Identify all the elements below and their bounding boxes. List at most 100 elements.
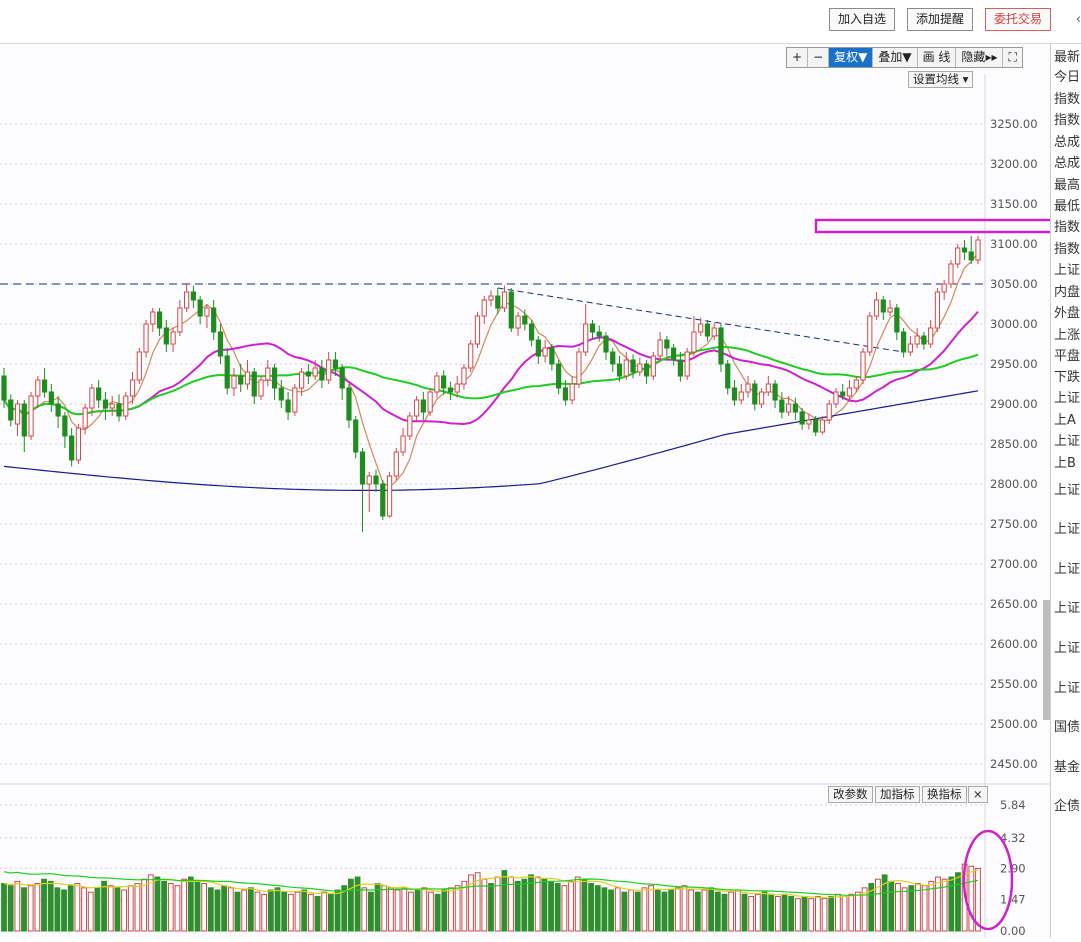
price-tick-label: 2450.00	[990, 757, 1038, 771]
candle-body	[745, 383, 751, 393]
quote-label-6: 最高	[1054, 178, 1081, 193]
volume-bar	[141, 878, 147, 932]
candle-body	[204, 307, 210, 317]
trade-button[interactable]: 委托交易	[985, 8, 1052, 31]
collapse-icon[interactable]: ‹	[1075, 12, 1081, 27]
candle-body	[934, 291, 941, 329]
add-alert-button[interactable]: 添加提醒	[907, 8, 974, 31]
volume-bar	[648, 885, 655, 932]
volume-bar	[848, 893, 855, 932]
volume-bar	[975, 867, 981, 932]
candle-body	[447, 387, 454, 393]
quote-label-17: 上A	[1054, 413, 1076, 428]
volume-bar	[87, 891, 94, 932]
adjust-dropdown[interactable]: 复权▼	[829, 48, 874, 67]
volume-bar	[241, 889, 248, 932]
switch-indicator-button[interactable]: 换指标	[922, 786, 967, 803]
volume-bar	[94, 887, 101, 932]
candle-body	[292, 387, 298, 413]
candle-body	[752, 383, 758, 405]
scrollbar[interactable]	[1043, 600, 1050, 720]
candle-body	[576, 351, 582, 385]
candle-body	[738, 391, 744, 401]
volume-bar	[461, 880, 468, 932]
candle-body	[819, 419, 826, 433]
candle-body	[62, 415, 68, 437]
candle-body	[562, 387, 569, 401]
volume-bar	[928, 880, 935, 932]
volume-bar	[614, 887, 621, 932]
candle-body	[156, 311, 163, 329]
candle-body	[522, 315, 528, 325]
candle-body	[765, 383, 771, 393]
candle-body	[907, 343, 913, 353]
candle-body	[468, 343, 474, 369]
volume-bar	[307, 893, 314, 932]
double-arrow-icon: ▸▸	[985, 50, 998, 64]
volume-bar	[921, 885, 928, 932]
volume-bar	[508, 876, 514, 932]
overlay-dropdown[interactable]: 叠加▼	[873, 48, 918, 67]
quote-label-14: 平盘	[1054, 349, 1081, 364]
volume-bar	[528, 874, 534, 932]
candle-body	[481, 299, 487, 317]
fullscreen-button[interactable]: ⛶	[1008, 50, 1017, 64]
volume-bar	[261, 893, 268, 932]
candle-body	[535, 339, 541, 357]
candle-body	[677, 359, 683, 377]
candle-body	[359, 451, 366, 485]
candle-body	[393, 451, 399, 477]
price-tick-label: 3100.00	[990, 237, 1038, 251]
volume-bar	[588, 883, 594, 932]
zoom-in-button[interactable]: +	[787, 48, 809, 67]
add-watchlist-button[interactable]: 加入自选	[829, 8, 896, 31]
candle-body	[549, 347, 555, 365]
quote-label-8: 指数	[1054, 220, 1081, 235]
set-ma-button[interactable]: 设置均线 ▾	[908, 71, 974, 88]
candle-body	[880, 299, 886, 313]
zoom-out-button[interactable]: −	[808, 48, 830, 67]
candle-body	[799, 411, 805, 425]
candle-body	[887, 307, 893, 313]
candle-body	[833, 391, 839, 405]
add-indicator-button[interactable]: 加指标	[875, 786, 920, 803]
close-indicator-button[interactable]: ×	[968, 786, 988, 803]
candles	[1, 236, 981, 532]
candle-body	[596, 331, 602, 337]
volume-bar	[101, 880, 107, 932]
price-tick-label: 3200.00	[990, 157, 1038, 171]
draw-line-button[interactable]: 画 线	[918, 48, 957, 67]
candle-body	[643, 363, 650, 377]
quote-label-12: 外盘	[1054, 306, 1081, 321]
volume-bar	[154, 876, 161, 932]
volume-bar	[14, 880, 21, 932]
candle-body	[332, 359, 339, 369]
candle-body	[928, 327, 934, 345]
candle-body	[299, 371, 305, 389]
quote-label-11: 内盘	[1054, 285, 1081, 300]
volume-bar	[27, 885, 34, 932]
volume-bar	[147, 874, 154, 932]
candle-body	[948, 263, 954, 285]
volume-bar	[955, 872, 961, 932]
volume-bar	[481, 878, 488, 932]
chart-toolbar: + − 复权▼ 叠加▼ 画 线 隐藏▸▸ ⛶	[786, 47, 1023, 68]
volume-bar	[674, 887, 681, 932]
volume-bar	[7, 885, 14, 932]
volume-bar	[67, 885, 74, 932]
candle-body	[285, 399, 291, 413]
candle-body	[326, 359, 332, 381]
price-tick-label: 2600.00	[990, 637, 1038, 651]
candle-body	[671, 347, 677, 361]
volume-bar	[294, 891, 301, 932]
candle-body	[867, 315, 873, 353]
candle-body	[508, 291, 514, 329]
change-params-button[interactable]: 改参数	[828, 786, 873, 803]
candle-body	[224, 355, 230, 389]
candle-body	[420, 399, 426, 413]
candle-body	[921, 335, 927, 345]
volume-bar	[61, 889, 67, 932]
volume-bar	[374, 883, 381, 932]
hide-button[interactable]: 隐藏▸▸	[956, 48, 1004, 67]
volume-bar	[428, 891, 434, 932]
